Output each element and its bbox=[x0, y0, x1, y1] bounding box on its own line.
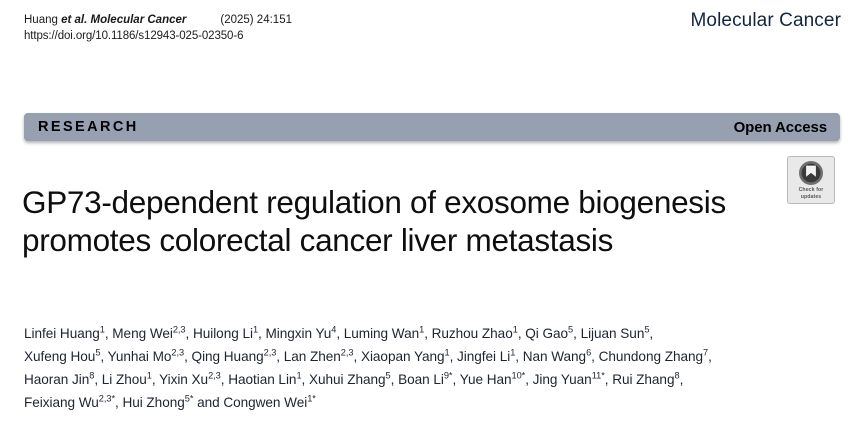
open-access-label: Open Access bbox=[733, 118, 827, 136]
running-head-author: Huang bbox=[24, 14, 62, 26]
article-type-band: RESEARCH Open Access bbox=[24, 113, 840, 141]
running-head: Huang et al. Molecular Cancer (2025) 24:1… bbox=[24, 12, 584, 44]
running-head-journal: et al. Molecular Cancer bbox=[61, 14, 187, 26]
crossmark-label-line1: Check for bbox=[798, 187, 824, 193]
article-type-label: RESEARCH bbox=[38, 119, 139, 135]
crossmark-icon bbox=[798, 160, 824, 186]
running-head-citation: Huang et al. Molecular Cancer (2025) 24:1… bbox=[24, 14, 292, 26]
check-for-updates-badge[interactable]: Check for updates bbox=[787, 156, 835, 204]
journal-title: Molecular Cancer bbox=[690, 10, 841, 31]
author-line: Xufeng Hou5, Yunhai Mo2,3, Qing Huang2,3… bbox=[24, 347, 712, 364]
author-line: Haoran Jin8, Li Zhou1, Yixin Xu2,3, Haot… bbox=[24, 370, 684, 387]
author-list: Linfei Huang1, Meng Wei2,3, Huilong Li1,… bbox=[24, 322, 830, 414]
author-line: Feixiang Wu2,3*, Hui Zhong5* and Congwen… bbox=[24, 393, 316, 410]
crossmark-label-line2: updates bbox=[800, 194, 822, 200]
author-line: Linfei Huang1, Meng Wei2,3, Huilong Li1,… bbox=[24, 324, 654, 341]
page-title: GP73-dependent regulation of exosome bio… bbox=[22, 184, 726, 259]
running-head-issue: (2025) 24:151 bbox=[220, 14, 292, 26]
doi-link[interactable]: https://doi.org/10.1186/s12943-025-02350… bbox=[24, 30, 244, 42]
